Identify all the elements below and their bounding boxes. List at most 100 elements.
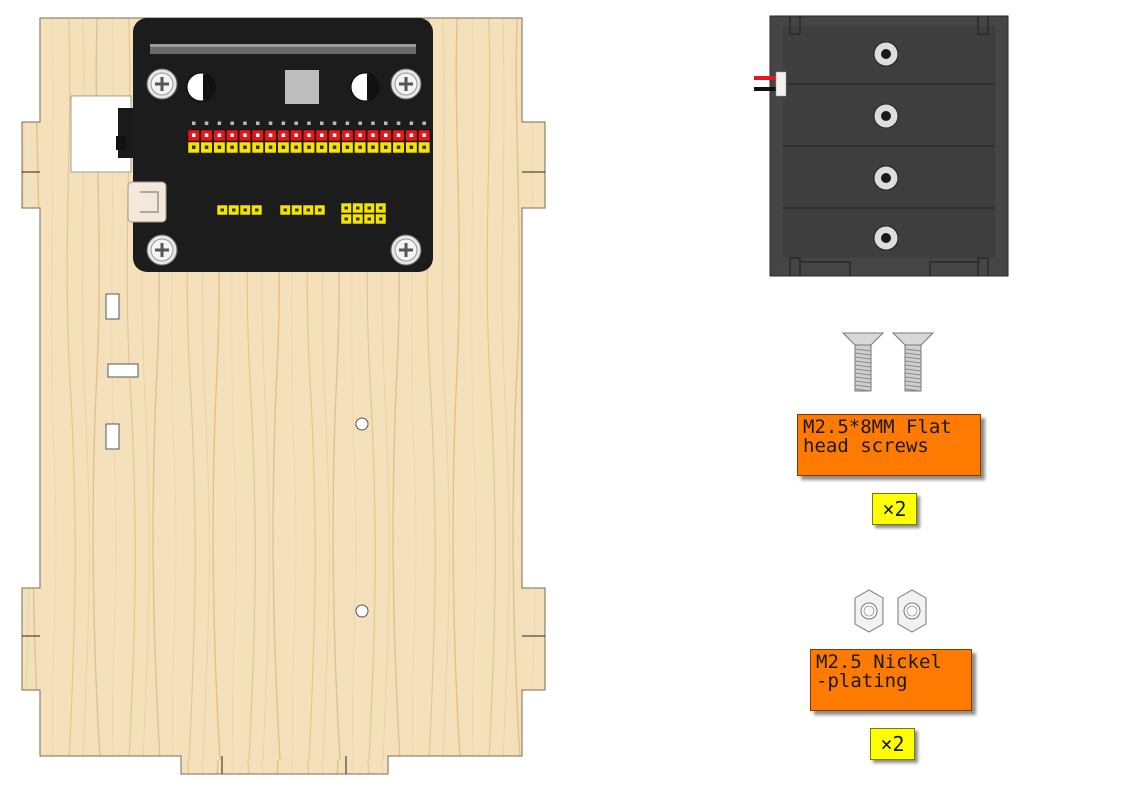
header-pin [251, 129, 264, 142]
nuts-label-line-1: M2.5 Nickel [816, 651, 942, 673]
panel-slot-2 [107, 363, 139, 378]
header-pin [392, 129, 405, 142]
edge-connector-slot [150, 44, 416, 54]
flat-head-screws [841, 332, 935, 392]
header-pin [302, 141, 315, 154]
header-pin [328, 141, 341, 154]
header-pin [238, 141, 251, 154]
header-pin [345, 121, 350, 125]
header-pin [264, 129, 277, 142]
header-pin [366, 129, 379, 142]
io-pin [363, 202, 375, 214]
header-pin [290, 141, 303, 154]
nuts-label: M2.5 Nickel -plating [810, 649, 972, 711]
header-pin [238, 129, 251, 142]
io-pin [251, 204, 263, 216]
flat-head-screw [841, 332, 885, 392]
header-pin [230, 121, 234, 125]
header-pin [392, 141, 405, 154]
io-pin [314, 204, 326, 216]
header-pin [200, 129, 213, 142]
mounting-screw-icon [146, 234, 178, 266]
header-pin [315, 129, 328, 142]
header-pin [251, 141, 264, 154]
hex-nut [897, 589, 927, 633]
battery-hole-icon [873, 165, 899, 191]
header-pin [264, 141, 277, 154]
io-pin [340, 202, 352, 214]
header-pin [243, 121, 247, 125]
header-pin [213, 129, 226, 142]
capacitor-right [350, 72, 380, 102]
panel-hole-2 [355, 604, 369, 618]
header-pin [226, 141, 239, 154]
header-pin [320, 121, 324, 125]
header-pin [332, 121, 337, 125]
hex-nuts [854, 589, 927, 633]
panel-slot-3 [105, 423, 120, 450]
panel-slot-1 [105, 293, 120, 320]
power-connector [127, 181, 167, 223]
mounting-screw-icon [390, 68, 422, 100]
header-pin [268, 121, 273, 125]
io-pin [291, 204, 303, 216]
header-pin [409, 121, 414, 125]
io-pin [352, 213, 364, 225]
header-pin [256, 121, 260, 125]
header-pin [354, 141, 367, 154]
mounting-screw-icon [390, 234, 422, 266]
header-pin [371, 121, 375, 125]
screws-label-line-2: head screws [803, 435, 929, 457]
nuts-quantity-text: ×2 [880, 732, 905, 756]
header-pin [405, 141, 418, 154]
header-pin [328, 129, 341, 142]
header-pin [405, 129, 418, 142]
hex-nut [854, 589, 884, 633]
header-pin [277, 141, 290, 154]
flat-head-screw [891, 332, 935, 392]
io-pin [363, 213, 375, 225]
screws-quantity-text: ×2 [882, 497, 907, 521]
header-pin [418, 129, 431, 142]
nuts-quantity: ×2 [870, 728, 915, 760]
header-pin [379, 129, 392, 142]
expansion-board [116, 18, 433, 272]
header-pin [290, 129, 303, 142]
io-pin [216, 204, 228, 216]
header-pin [418, 141, 431, 154]
header-pin [187, 129, 200, 142]
capacitor-left [186, 72, 216, 102]
panel-hole-1 [355, 417, 369, 431]
header-pin [200, 141, 213, 154]
io-pin [375, 213, 387, 225]
header-pin [213, 141, 226, 154]
battery-box [754, 15, 1009, 277]
screws-quantity: ×2 [872, 493, 917, 525]
battery-wires [754, 71, 787, 97]
io-pin [279, 204, 291, 216]
io-pin [352, 202, 364, 214]
header-pin [379, 141, 392, 154]
header-pin [396, 121, 401, 125]
switch-knob [116, 136, 126, 150]
battery-hole-icon [873, 225, 899, 251]
header-pin [294, 121, 298, 125]
header-pin [192, 121, 196, 125]
chip-square [285, 70, 319, 104]
header-pin [341, 129, 354, 142]
io-pin [375, 202, 387, 214]
screws-label-line-1: M2.5*8MM Flat [803, 416, 952, 438]
header-pin [358, 121, 362, 125]
io-pin [302, 204, 314, 216]
header-pin [277, 129, 290, 142]
battery-hole-icon [873, 41, 899, 67]
io-pin [340, 213, 352, 225]
header-pin [302, 129, 315, 142]
header-pin [384, 121, 388, 125]
io-pin [239, 204, 251, 216]
screws-label: M2.5*8MM Flat head screws [797, 414, 981, 476]
header-pin [281, 121, 286, 125]
header-pin [354, 129, 367, 142]
